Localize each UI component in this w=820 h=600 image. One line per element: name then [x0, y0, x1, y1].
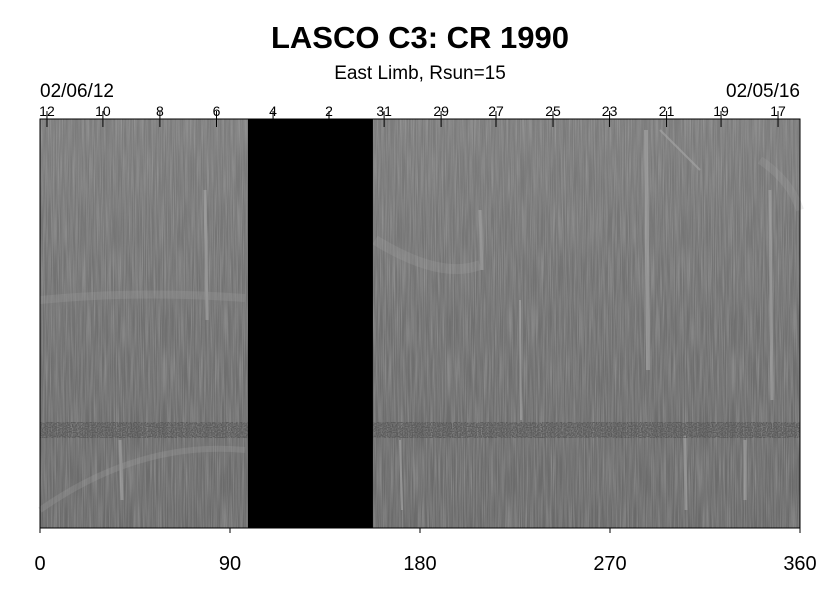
top-tick-label: 17 [770, 103, 786, 119]
x-tick-label: 180 [403, 553, 436, 575]
top-tick-label: 4 [269, 103, 277, 119]
x-tick-label: 270 [593, 553, 626, 575]
top-tick-label: 21 [659, 103, 675, 119]
chart-title: LASCO C3: CR 1990 [271, 20, 569, 55]
map-streaks [38, 129, 804, 513]
noise-band [40, 422, 800, 438]
top-tick-label: 12 [39, 103, 55, 119]
plot-area [38, 119, 804, 528]
chart-subtitle: East Limb, Rsun=15 [334, 63, 506, 84]
top-tick-label: 2 [325, 103, 333, 119]
top-tick-label: 10 [95, 103, 111, 119]
start-date: 02/06/12 [40, 81, 114, 102]
map-texture [40, 119, 800, 528]
top-tick-label: 19 [713, 103, 729, 119]
x-tick-label: 360 [783, 553, 816, 575]
data-gap [247, 119, 373, 528]
top-tick-label: 6 [213, 103, 221, 119]
top-tick-label: 23 [602, 103, 618, 119]
top-tick-label: 31 [376, 103, 392, 119]
top-tick-label: 29 [433, 103, 449, 119]
x-tick-label: 90 [219, 553, 241, 575]
top-tick-label: 25 [545, 103, 561, 119]
end-date: 02/05/16 [726, 81, 800, 102]
x-tick-label: 0 [34, 553, 45, 575]
top-tick-label: 8 [156, 103, 164, 119]
top-tick-label: 27 [488, 103, 504, 119]
